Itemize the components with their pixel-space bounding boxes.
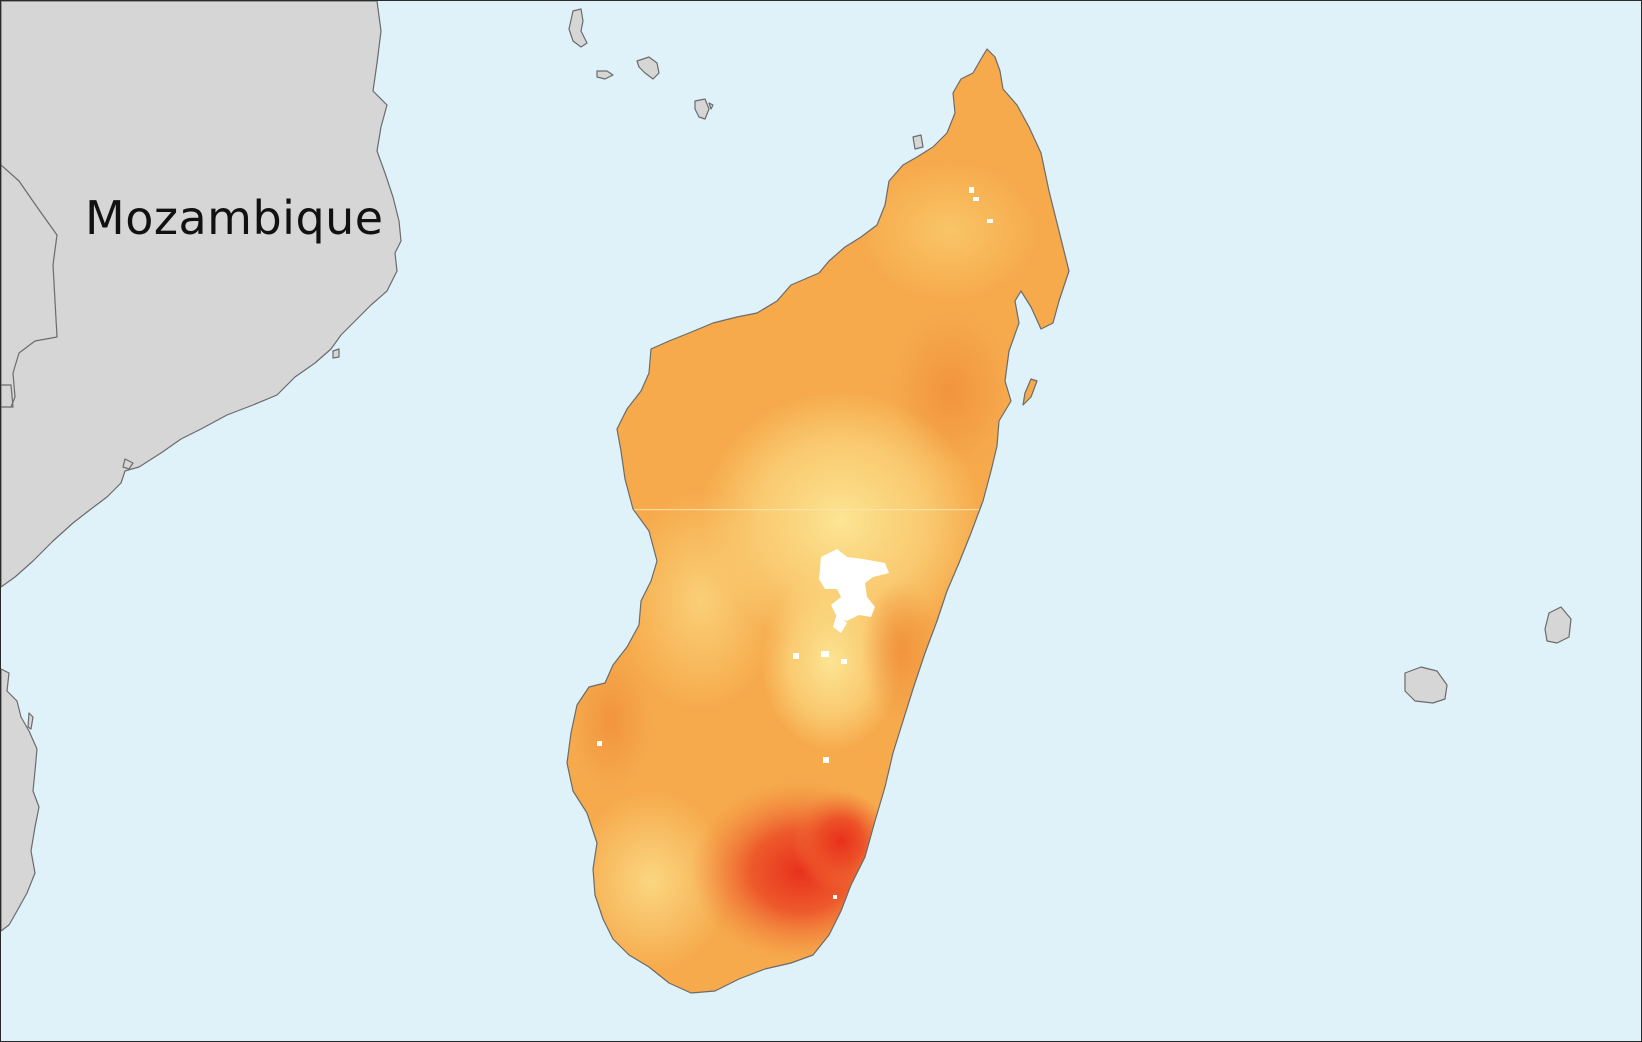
border-line [1,384,14,408]
islet [912,134,924,150]
country-label-mozambique: Mozambique [85,191,384,245]
value-blob-ne-light [859,161,1039,301]
tile-seam [601,509,1021,511]
island-mayotte [694,98,714,120]
madagascar-coastline [566,48,1070,994]
island-moheli [596,70,614,80]
value-blob-sw-light [571,791,731,971]
value-blob-west-light [621,491,781,711]
island-anjouan [636,56,660,80]
islet [27,712,34,730]
island-mauritius [1544,606,1572,644]
no-data-patches [597,187,993,899]
island-grande-comore [568,8,588,48]
border-line [1,164,58,408]
islet [122,458,134,470]
island-reunion [1404,666,1448,704]
africa-mainland [1,1,402,588]
africa-mainland-south [1,668,40,932]
islet [332,348,340,359]
island-sainte-marie [1022,378,1038,406]
